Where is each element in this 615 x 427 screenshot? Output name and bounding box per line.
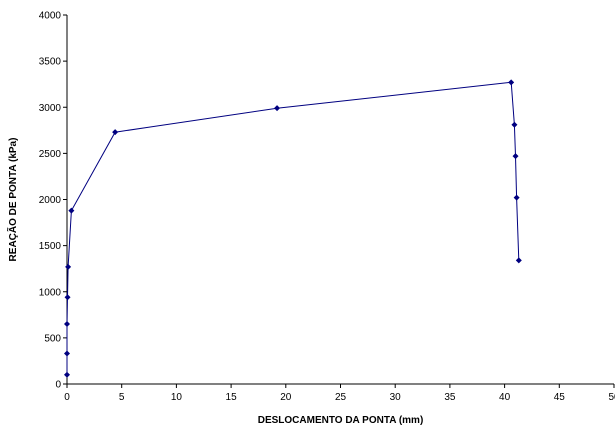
x-tick-label: 10 — [171, 392, 183, 403]
data-point-marker — [65, 263, 72, 270]
x-axis-title: DESLOCAMENTO DA PONTA (mm) — [258, 415, 424, 426]
x-tick-label: 50 — [608, 392, 615, 403]
x-tick-label: 30 — [390, 392, 402, 403]
x-tick-label: 25 — [335, 392, 347, 403]
data-point-marker — [508, 79, 515, 86]
data-point-marker — [64, 350, 70, 357]
data-point-marker — [511, 121, 518, 128]
data-point-marker — [274, 105, 281, 112]
x-tick-label: 45 — [554, 392, 566, 403]
data-point-marker — [513, 194, 520, 201]
x-tick-label: 40 — [499, 392, 511, 403]
series-line — [66, 81, 520, 375]
y-tick-label: 0 — [55, 380, 61, 391]
data-point-marker — [515, 257, 522, 264]
data-point-marker — [112, 129, 119, 136]
data-point-marker — [512, 153, 519, 160]
y-tick-label: 1000 — [39, 287, 62, 298]
data-point-marker — [68, 207, 75, 214]
x-axis: 0 5 10 15 20 25 30 35 40 45 50 — [64, 383, 615, 403]
series-layer — [64, 79, 522, 378]
data-point-marker — [64, 321, 70, 328]
x-tick-label: 5 — [119, 392, 125, 403]
y-axis-title: REAÇÃO DE PONTA (kPa) — [6, 138, 19, 262]
x-tick-label: 20 — [280, 392, 292, 403]
data-point-marker — [64, 294, 71, 301]
data-point-marker — [64, 371, 70, 378]
y-axis: 0 500 1000 1500 2000 2500 3000 3500 4000 — [39, 11, 68, 391]
y-tick-label: 3000 — [39, 103, 62, 114]
x-tick-label: 35 — [444, 392, 456, 403]
x-tick-label: 0 — [64, 392, 70, 403]
x-tick-label: 15 — [226, 392, 238, 403]
y-tick-label: 2000 — [39, 195, 62, 206]
y-tick-label: 2500 — [39, 149, 62, 160]
y-tick-label: 1500 — [39, 241, 62, 252]
y-tick-label: 500 — [44, 333, 61, 344]
y-tick-label: 4000 — [39, 11, 62, 22]
y-tick-label: 3500 — [39, 57, 62, 68]
